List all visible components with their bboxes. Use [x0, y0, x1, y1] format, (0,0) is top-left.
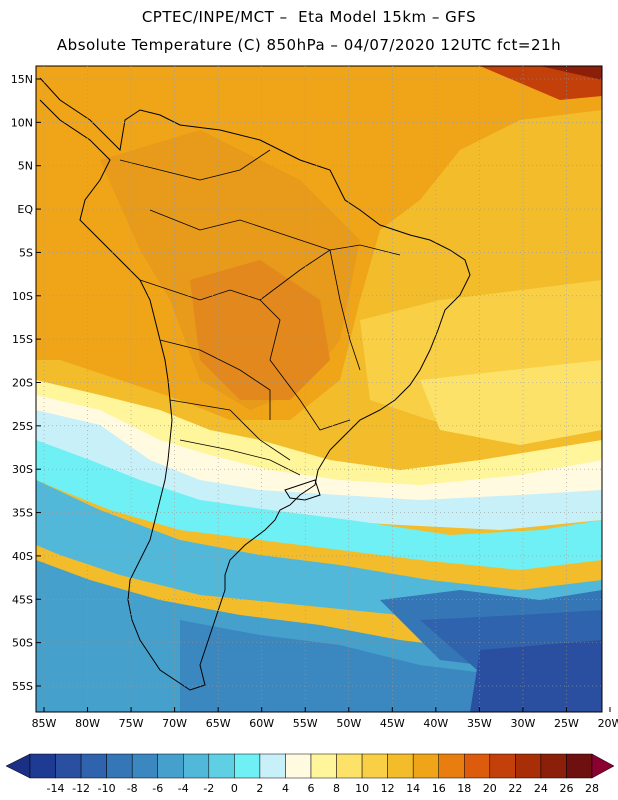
colorbar-swatch — [489, 753, 516, 779]
lon-label: 40W — [423, 717, 448, 730]
colorbar-label: 24 — [534, 782, 548, 795]
colorbar-label: -8 — [127, 782, 138, 795]
lon-label: 50W — [336, 717, 361, 730]
map-frame — [35, 65, 603, 713]
colorbar-swatch — [106, 753, 133, 779]
lon-label: 60W — [249, 717, 274, 730]
colorbar-swatch — [515, 753, 542, 779]
colorbar-label: -12 — [72, 782, 90, 795]
map-title-line-2: Absolute Temperature (C) 850hPa – 04/07/… — [56, 36, 562, 54]
lon-label: 45W — [380, 717, 405, 730]
colorbar-label: -2 — [203, 782, 214, 795]
colorbar-swatch — [464, 753, 491, 779]
colorbar-swatch — [259, 753, 286, 779]
colorbar-label: 8 — [333, 782, 340, 795]
colorbar-label: -6 — [152, 782, 163, 795]
lat-label: 50S — [12, 637, 33, 650]
colorbar-label: 22 — [508, 782, 522, 795]
lat-label: 40S — [12, 550, 33, 563]
lat-label: 20S — [12, 376, 33, 389]
colorbar-label: 10 — [355, 782, 369, 795]
lat-label: 25S — [12, 420, 33, 433]
temperature-field — [36, 66, 602, 712]
lon-label: 70W — [162, 717, 187, 730]
colorbar-swatch — [29, 753, 56, 779]
lon-label: 30W — [510, 717, 535, 730]
colorbar-label: 4 — [282, 782, 289, 795]
colorbar-swatch — [412, 753, 439, 779]
lat-label: 45S — [12, 593, 33, 606]
lon-label: 20W — [598, 717, 618, 730]
colorbar-label: 6 — [308, 782, 315, 795]
colorbar-label: 20 — [483, 782, 497, 795]
lat-label: 10N — [11, 116, 33, 129]
colorbar-swatch — [80, 753, 107, 779]
colorbar-swatch — [208, 753, 235, 779]
colorbar-swatch — [285, 753, 312, 779]
colorbar-left-arrow — [5, 753, 31, 779]
lat-label: 15N — [11, 73, 33, 86]
colorbar-label: -10 — [98, 782, 116, 795]
coastline — [39, 77, 471, 691]
colorbar-swatch — [387, 753, 414, 779]
colorbar-swatch — [183, 753, 210, 779]
rio-de-la-plata — [284, 479, 321, 501]
colorbar-swatch — [438, 753, 465, 779]
colorbar-swatch — [566, 753, 593, 779]
longitude-labels: 85W 80W 75W 70W 65W 60W 55W 50W 45W 40W 35W 30W 25W 2… — [32, 717, 618, 730]
colorbar-swatch — [157, 753, 184, 779]
colorbar-label: -14 — [47, 782, 65, 795]
country-borders — [119, 149, 401, 476]
lat-label: 15S — [12, 333, 33, 346]
colorbar-label: 0 — [231, 782, 238, 795]
lon-label: 35W — [467, 717, 492, 730]
colorbar-swatch — [361, 753, 388, 779]
lon-label: 55W — [293, 717, 318, 730]
colorbar: -14 -12 -10 -8 -6 -4 -2 0 2 4 6 8 10 12 14 16 18 20 22 24 26… — [5, 753, 615, 795]
colorbar-label: 26 — [559, 782, 573, 795]
colorbar-label: 16 — [432, 782, 446, 795]
colorbar-right-arrow — [591, 753, 615, 779]
lon-label: 65W — [206, 717, 231, 730]
colorbar-label: 18 — [457, 782, 471, 795]
colorbar-swatch — [310, 753, 337, 779]
lon-label: 75W — [119, 717, 144, 730]
map-title-line-1: CPTEC/INPE/MCT – Eta Model 15km – GFS — [141, 8, 477, 26]
colorbar-label: -4 — [178, 782, 189, 795]
lat-label: 30S — [12, 463, 33, 476]
lon-label: 85W — [32, 717, 57, 730]
lat-label: 10S — [12, 290, 33, 303]
colorbar-swatch — [55, 753, 82, 779]
colorbar-label: 2 — [256, 782, 263, 795]
latitude-labels: 15N 10N 5N EQ 5S 10S 15S 20S 25S 30S 35S 40S 45S 50S 5… — [11, 73, 34, 693]
colorbar-label: 14 — [406, 782, 420, 795]
colorbar-label: 12 — [381, 782, 395, 795]
lat-label: 5S — [19, 246, 33, 259]
lat-label: 55S — [12, 680, 33, 693]
colorbar-swatch — [131, 753, 158, 779]
lat-label: 35S — [12, 507, 33, 520]
lon-label: 25W — [554, 717, 579, 730]
colorbar-label: 28 — [585, 782, 599, 795]
graticule — [36, 66, 611, 712]
lat-label: EQ — [17, 203, 33, 216]
lon-label: 80W — [75, 717, 100, 730]
colorbar-swatch — [336, 753, 363, 779]
lat-label: 5N — [18, 160, 33, 173]
colorbar-swatch — [234, 753, 261, 779]
colorbar-swatch — [540, 753, 567, 779]
